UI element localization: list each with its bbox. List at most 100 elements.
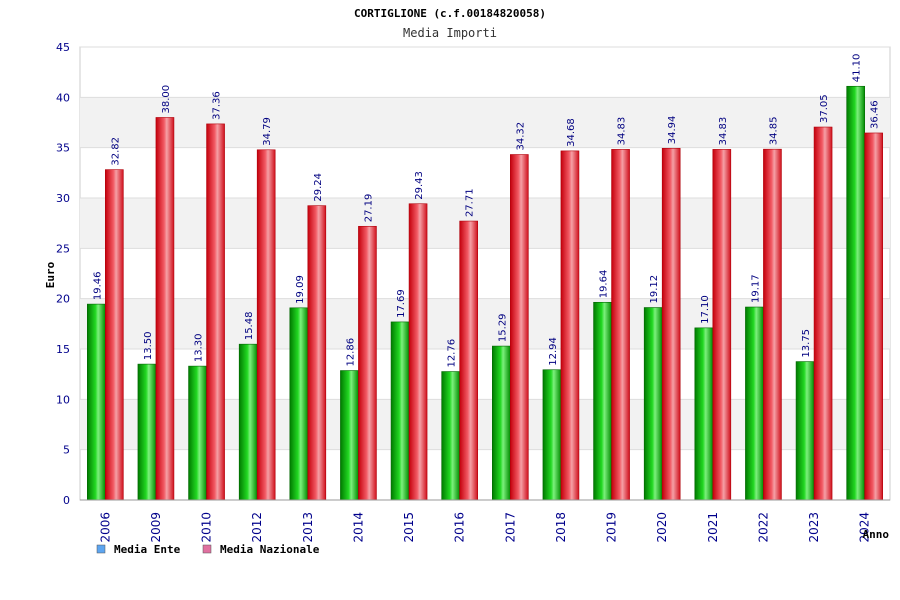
x-tick-label: 2010 (200, 512, 214, 543)
x-tick-label: 2009 (149, 512, 163, 543)
bar-media-nazionale-2009 (155, 117, 175, 501)
value-label: 34.85 (768, 117, 779, 146)
x-tick-label: 2024 (858, 512, 872, 543)
y-tick-label: 40 (56, 91, 70, 104)
bar-media-ente-2017 (492, 345, 511, 501)
bar-media-nazionale-2020 (661, 147, 681, 501)
bar-media-nazionale-2012 (256, 149, 276, 501)
y-tick-label: 20 (56, 293, 70, 306)
value-label: 17.10 (700, 295, 711, 324)
x-tick-label: 2019 (605, 512, 619, 543)
value-labels: 19.46 32.82 13.50 38.00 13.30 37.36 15.48 34.79… (92, 54, 880, 368)
value-label: 34.79 (262, 117, 273, 146)
x-axis-label: Anno (863, 528, 890, 541)
bar-media-ente-2024 (846, 85, 865, 501)
value-label: 34.68 (566, 118, 577, 147)
value-label: 19.64 (599, 270, 610, 299)
bar-media-nazionale-2018 (560, 150, 580, 501)
x-tick-label: 2006 (98, 512, 112, 543)
bar-media-nazionale-2010 (206, 123, 225, 501)
value-label: 29.24 (313, 173, 324, 202)
x-tick-label: 2016 (453, 512, 467, 543)
bar-media-ente-2019 (593, 301, 612, 501)
y-tick-label: 25 (56, 242, 70, 255)
value-label: 37.36 (212, 91, 223, 120)
value-label: 19.46 (92, 271, 103, 300)
y-tick-label: 10 (56, 393, 70, 406)
value-label: 12.86 (345, 338, 356, 367)
bar-media-nazionale-2021 (712, 149, 732, 501)
bar-media-ente-2010 (188, 365, 207, 501)
y-axis-label: Euro (44, 261, 57, 288)
value-label: 41.10 (852, 54, 863, 83)
y-axis-ticks: 0 5 10 15 20 25 30 35 40 45 (56, 41, 70, 507)
legend-label-media-nazionale: Media Nazionale (220, 543, 320, 556)
bar-media-ente-2009 (137, 363, 157, 501)
x-tick-label: 2012 (250, 512, 264, 543)
bar-media-ente-2015 (390, 321, 410, 501)
x-tick-label: 2017 (503, 512, 517, 543)
value-label: 34.83 (718, 117, 729, 146)
bar-media-ente-2022 (745, 306, 764, 501)
x-tick-label: 2015 (402, 512, 416, 543)
value-label: 34.94 (667, 116, 678, 145)
value-label: 13.50 (143, 331, 154, 360)
bar-media-ente-2014 (340, 370, 359, 501)
bar-media-ente-2013 (289, 307, 309, 501)
x-tick-label: 2018 (554, 512, 568, 543)
x-tick-label: 2020 (655, 512, 669, 543)
value-label: 19.09 (295, 275, 306, 304)
value-label: 27.71 (465, 188, 476, 217)
bar-media-ente-2023 (795, 361, 815, 501)
y-tick-label: 45 (56, 41, 70, 54)
bar-media-nazionale-2016 (459, 220, 478, 501)
value-label: 34.83 (617, 117, 628, 146)
value-label: 19.17 (750, 274, 761, 303)
legend: Media Ente Media Nazionale (96, 543, 320, 556)
value-label: 29.43 (414, 171, 425, 200)
bar-media-nazionale-2023 (813, 126, 833, 501)
value-label: 38.00 (161, 85, 172, 114)
y-tick-label: 15 (56, 343, 70, 356)
bars (80, 85, 890, 501)
bar-media-ente-2006 (87, 303, 106, 501)
chart-subtitle: Media Importi (403, 26, 497, 40)
bar-media-nazionale-2019 (611, 149, 630, 501)
x-tick-label: 2022 (756, 512, 770, 543)
value-label: 12.76 (447, 339, 458, 368)
value-label: 36.46 (870, 100, 881, 129)
x-tick-label: 2014 (351, 512, 365, 543)
bar-media-nazionale-2013 (307, 205, 327, 501)
legend-swatch-media-nazionale (202, 544, 212, 554)
x-tick-label: 2013 (301, 512, 315, 543)
value-label: 17.69 (396, 289, 407, 318)
bar-media-ente-2018 (542, 369, 562, 501)
bar-media-nazionale-2015 (408, 203, 428, 501)
value-label: 12.94 (548, 337, 559, 366)
value-label: 32.82 (110, 137, 121, 166)
value-label: 19.12 (649, 275, 660, 304)
y-tick-label: 0 (63, 494, 70, 507)
legend-swatch-media-ente (96, 544, 106, 554)
value-label: 13.30 (194, 333, 205, 362)
bar-media-nazionale-2022 (763, 148, 782, 501)
legend-label-media-ente: Media Ente (114, 543, 181, 556)
bar-media-ente-2016 (441, 371, 460, 501)
chart-title: CORTIGLIONE (c.f.00184820058) (354, 7, 546, 20)
bar-media-ente-2012 (238, 343, 258, 501)
value-label: 15.29 (497, 313, 508, 342)
x-tick-label: 2021 (706, 512, 720, 543)
value-label: 27.19 (363, 194, 374, 223)
bar-media-nazionale-2024 (864, 132, 883, 501)
bar-media-nazionale-2014 (358, 225, 377, 501)
y-tick-label: 5 (63, 444, 70, 457)
value-label: 37.05 (819, 94, 830, 123)
value-label: 13.75 (801, 329, 812, 358)
y-tick-label: 35 (56, 142, 70, 155)
bar-media-nazionale-2017 (510, 154, 529, 501)
bar-media-ente-2021 (694, 327, 714, 501)
x-tick-label: 2023 (807, 512, 821, 543)
value-label: 34.32 (515, 122, 526, 151)
y-tick-label: 30 (56, 192, 70, 205)
